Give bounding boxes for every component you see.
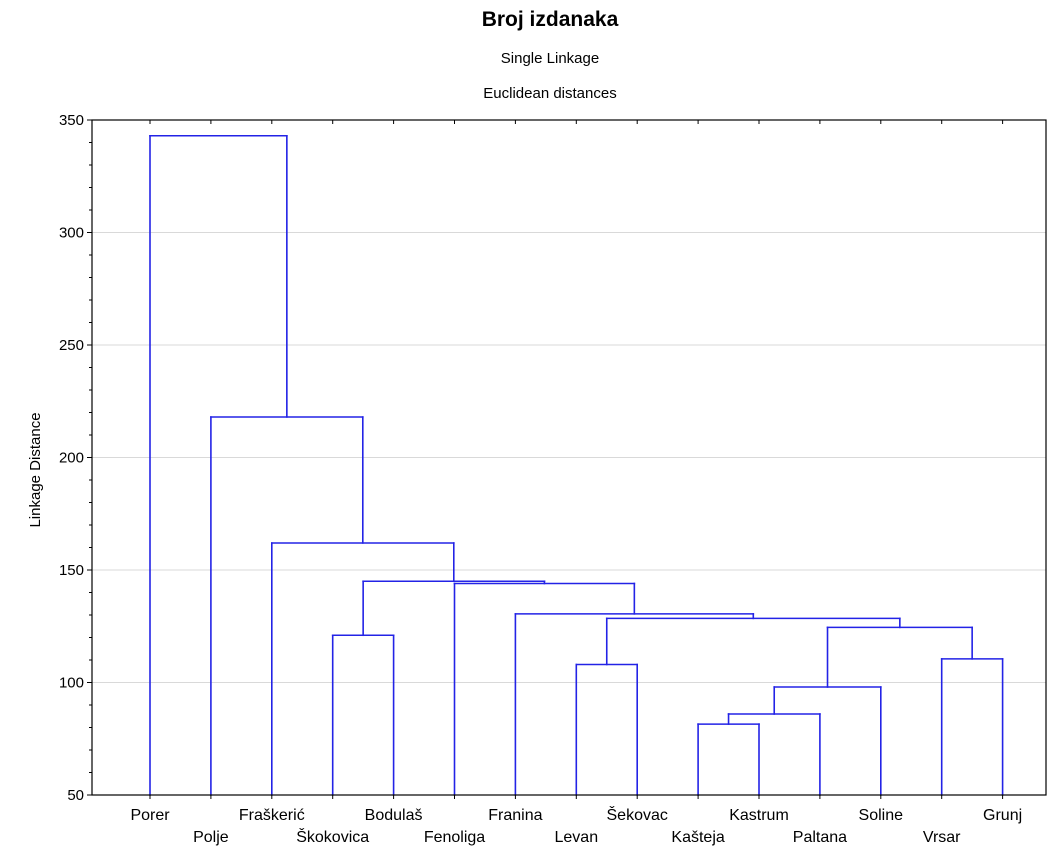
leaf-label: Bodulaš [365, 807, 423, 824]
leaf-label: Vrsar [923, 829, 961, 846]
chart-subtitle: Single Linkage [501, 50, 599, 67]
chart-subtitle-2: Euclidean distances [483, 85, 616, 102]
leaf-label: Franina [488, 807, 542, 824]
leaf-label: Grunj [983, 807, 1022, 824]
leaf-label: Šekovac [607, 805, 668, 824]
y-tick-label: 200 [59, 450, 84, 467]
y-tick-label: 50 [67, 787, 84, 804]
leaf-label: Levan [555, 829, 599, 846]
leaf-label: Soline [859, 807, 904, 824]
leaf-label: Polje [193, 829, 229, 846]
leaf-label: Fenoliga [424, 829, 485, 846]
y-tick-label: 250 [59, 337, 84, 354]
leaf-label: Kašteja [671, 829, 724, 846]
dendrogram-links [149, 134, 1004, 796]
y-axis-ticks: 50 100 150 200 250 300 350 [59, 112, 1004, 804]
y-tick-label: 100 [59, 675, 84, 692]
grid-lines [92, 232, 1046, 683]
leaf-label: Škokovica [296, 827, 369, 846]
y-tick-label: 350 [59, 112, 84, 129]
leaf-label: Kastrum [729, 807, 789, 824]
leaf-label: Porer [130, 807, 170, 824]
chart-title: Broj izdanaka [482, 8, 619, 31]
leaf-label: Paltana [793, 829, 847, 846]
leaf-labels: Porer Polje Fraškerić Škokovica BodulašFenol… [130, 805, 1022, 846]
leaf-label: Fraškerić [239, 807, 305, 824]
y-tick-label: 300 [59, 225, 84, 242]
y-tick-label: 150 [59, 562, 84, 579]
y-axis-label: Linkage Distance [27, 412, 44, 527]
